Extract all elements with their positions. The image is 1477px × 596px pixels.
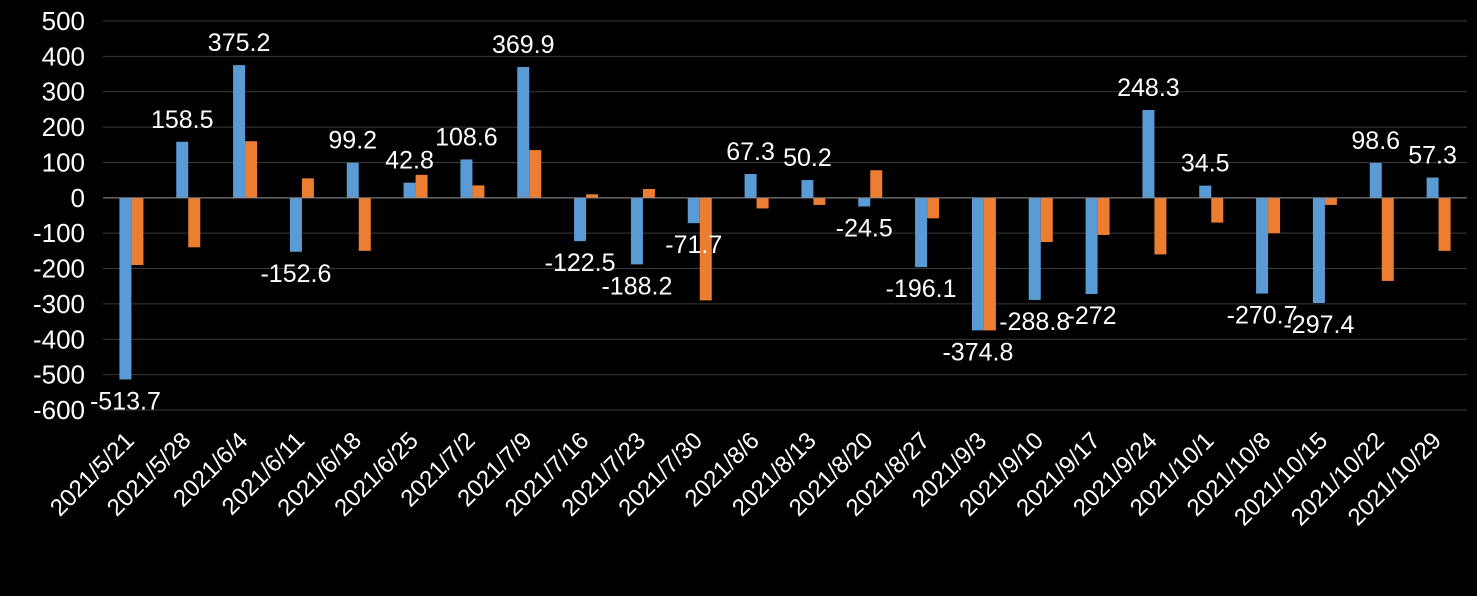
series-2-bar <box>358 197 371 251</box>
series-2-bar <box>415 174 428 198</box>
x-axis: 2021/5/212021/5/282021/6/42021/6/112021/… <box>45 427 1447 531</box>
series-2-bar <box>1381 197 1394 281</box>
data-label: -297.4 <box>1283 311 1354 339</box>
data-label: 67.3 <box>726 138 775 166</box>
series-2-bar <box>642 188 655 198</box>
series-1-bar <box>1256 197 1269 294</box>
series-2-bar <box>245 141 258 198</box>
series-2-bar <box>927 197 940 219</box>
y-tick-label: 200 <box>42 112 85 142</box>
series-1-bar <box>971 197 984 331</box>
series-1-bar <box>1028 197 1041 300</box>
series-1-bar <box>460 159 473 198</box>
series-2-bar <box>1438 197 1451 251</box>
data-label: -71.7 <box>665 231 722 259</box>
series-2-bar <box>1211 197 1224 223</box>
y-tick-label: 100 <box>42 147 85 177</box>
data-label: 34.5 <box>1181 150 1230 178</box>
series-2-bar <box>188 197 201 248</box>
series-2-bar <box>1268 197 1281 234</box>
series-2-bar <box>586 194 599 198</box>
series-2-bar <box>529 150 542 198</box>
data-label: 42.8 <box>385 147 434 175</box>
series-2-bar <box>301 178 314 198</box>
data-label: -122.5 <box>545 249 616 277</box>
series-1-bar <box>574 197 587 242</box>
data-label: 108.6 <box>435 123 498 151</box>
y-tick-label: 500 <box>42 6 85 36</box>
data-label: -270.7 <box>1227 302 1298 330</box>
series-1-bar <box>1426 177 1439 198</box>
series-1-bar <box>346 162 359 198</box>
data-label: 369.9 <box>492 31 555 59</box>
series-2-bar <box>131 197 144 266</box>
series-1-bar <box>1142 110 1155 198</box>
series-2-bar <box>1154 197 1167 255</box>
data-label: -513.7 <box>90 387 161 415</box>
series-1-bar <box>687 197 700 224</box>
series-1-bar <box>1085 197 1098 295</box>
y-tick-label: 300 <box>42 77 85 107</box>
data-label: 248.3 <box>1117 74 1180 102</box>
y-axis: 500 400 300 200 100 0 -100 -200 -300 -400 -500 -600 <box>33 6 85 425</box>
data-label: -288.8 <box>999 308 1070 336</box>
data-label: -152.6 <box>260 260 331 288</box>
series-2-bar <box>756 197 769 209</box>
y-tick-label: -500 <box>33 360 85 390</box>
series-1-bar <box>1369 162 1382 198</box>
data-label: -196.1 <box>886 275 957 303</box>
data-label: 158.5 <box>151 106 214 134</box>
series-2-bar <box>813 197 826 205</box>
series-1-bar <box>517 67 530 198</box>
series-1-bar <box>744 174 757 198</box>
series-1-bar <box>403 182 416 198</box>
y-tick-label: -400 <box>33 324 85 354</box>
data-label: 57.3 <box>1408 142 1457 170</box>
y-tick-label: 0 <box>71 183 85 213</box>
series-2-bar <box>983 197 996 331</box>
series-1-bar <box>1199 185 1212 198</box>
series-1-bar <box>233 65 246 198</box>
series-2-bar <box>870 170 883 198</box>
bars <box>119 65 1451 380</box>
y-tick-label: 400 <box>42 41 85 71</box>
series-1-bar <box>858 197 871 207</box>
data-label: 99.2 <box>328 127 377 155</box>
y-tick-label: -300 <box>33 289 85 319</box>
y-tick-label: -100 <box>33 218 85 248</box>
data-label: -24.5 <box>836 214 893 242</box>
series-2-bar <box>699 197 712 301</box>
data-label: 375.2 <box>208 29 271 57</box>
series-2-bar <box>1097 197 1110 235</box>
series-1-bar <box>289 197 302 252</box>
series-2-bar <box>1040 197 1053 243</box>
y-tick-label: -200 <box>33 254 85 284</box>
series-2-bar <box>472 185 485 198</box>
series-1-bar <box>176 141 189 198</box>
data-label: 98.6 <box>1351 127 1400 155</box>
y-tick-label: -600 <box>33 395 85 425</box>
data-label: -272 <box>1067 302 1117 330</box>
data-label: -374.8 <box>942 338 1013 366</box>
data-label: -188.2 <box>601 272 672 300</box>
data-label: 50.2 <box>783 144 832 172</box>
series-1-bar <box>1312 197 1325 303</box>
series-1-bar <box>119 197 132 380</box>
series-1-bar <box>801 180 814 198</box>
series-1-bar <box>630 197 643 265</box>
series-1-bar <box>915 197 928 268</box>
series-2-bar <box>1324 197 1337 205</box>
